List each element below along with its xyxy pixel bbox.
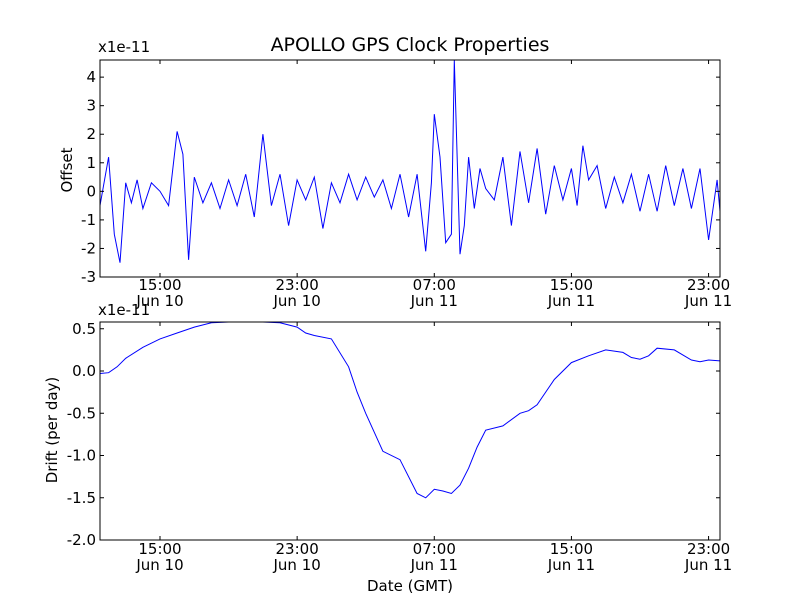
- drift-x-axis-label: Date (GMT): [367, 577, 453, 595]
- y-tick-label: 0.0: [72, 362, 96, 380]
- x-tick-time-label: 15:00: [138, 540, 181, 558]
- x-tick-time-label: 23:00: [687, 276, 730, 294]
- x-tick-date-label: Jun 10: [135, 292, 183, 310]
- drift-panel: x1e-11 Drift (per day) Date (GMT) -2.0 -1…: [43, 301, 732, 595]
- x-tick-time-label: 07:00: [413, 540, 456, 558]
- x-tick-date-label: Jun 10: [272, 292, 320, 310]
- x-tick-time-label: 23:00: [276, 540, 319, 558]
- offset-y-axis-label: Offset: [58, 147, 76, 192]
- y-tick-label: -1.5: [67, 489, 96, 507]
- x-tick-time-label: 15:00: [550, 540, 593, 558]
- x-tick-time-label: 23:00: [687, 540, 730, 558]
- x-tick-date-label: Jun 11: [410, 292, 458, 310]
- y-tick-label: -0.5: [67, 404, 96, 422]
- drift-plot-frame: [99, 321, 721, 541]
- x-tick-time-label: 07:00: [413, 276, 456, 294]
- chart-title: APOLLO GPS Clock Properties: [271, 34, 550, 56]
- y-tick-label: -2.0: [67, 531, 96, 549]
- y-tick-label: 4: [86, 68, 96, 86]
- y-tick-label: 3: [86, 97, 96, 115]
- offset-y-scale-label: x1e-11: [98, 38, 150, 56]
- x-tick-time-label: 15:00: [550, 276, 593, 294]
- drift-y-scale-label: x1e-11: [98, 301, 150, 319]
- x-tick-date-label: Jun 11: [684, 292, 732, 310]
- offset-panel: APOLLO GPS Clock Properties x1e-11 Offse…: [58, 34, 732, 310]
- offset-y-ticks: -3 -2 -1 0 1 2 3 4: [81, 68, 720, 286]
- x-tick-date-label: Jun 11: [410, 556, 458, 574]
- offset-plot-frame: [99, 59, 721, 278]
- drift-series-line: [99, 321, 721, 499]
- y-tick-label: 1: [86, 154, 96, 172]
- y-tick-label: 0: [86, 182, 96, 200]
- x-tick-date-label: Jun 11: [547, 556, 595, 574]
- x-tick-time-label: 23:00: [276, 276, 319, 294]
- y-tick-label: -3: [81, 268, 96, 286]
- drift-y-ticks: -2.0 -1.5 -1.0 -0.5 0.0 0.5: [67, 320, 720, 549]
- y-tick-label: -2: [81, 239, 96, 257]
- y-tick-label: 2: [86, 125, 96, 143]
- x-tick-date-label: Jun 11: [547, 292, 595, 310]
- drift-y-axis-label: Drift (per day): [43, 377, 61, 484]
- x-tick-date-label: Jun 10: [272, 556, 320, 574]
- y-tick-label: 0.5: [72, 320, 96, 338]
- x-tick-date-label: Jun 10: [135, 556, 183, 574]
- y-tick-label: -1.0: [67, 447, 96, 465]
- x-tick-date-label: Jun 11: [684, 556, 732, 574]
- offset-series-line: [99, 59, 721, 263]
- x-tick-time-label: 15:00: [138, 276, 181, 294]
- y-tick-label: -1: [81, 211, 96, 229]
